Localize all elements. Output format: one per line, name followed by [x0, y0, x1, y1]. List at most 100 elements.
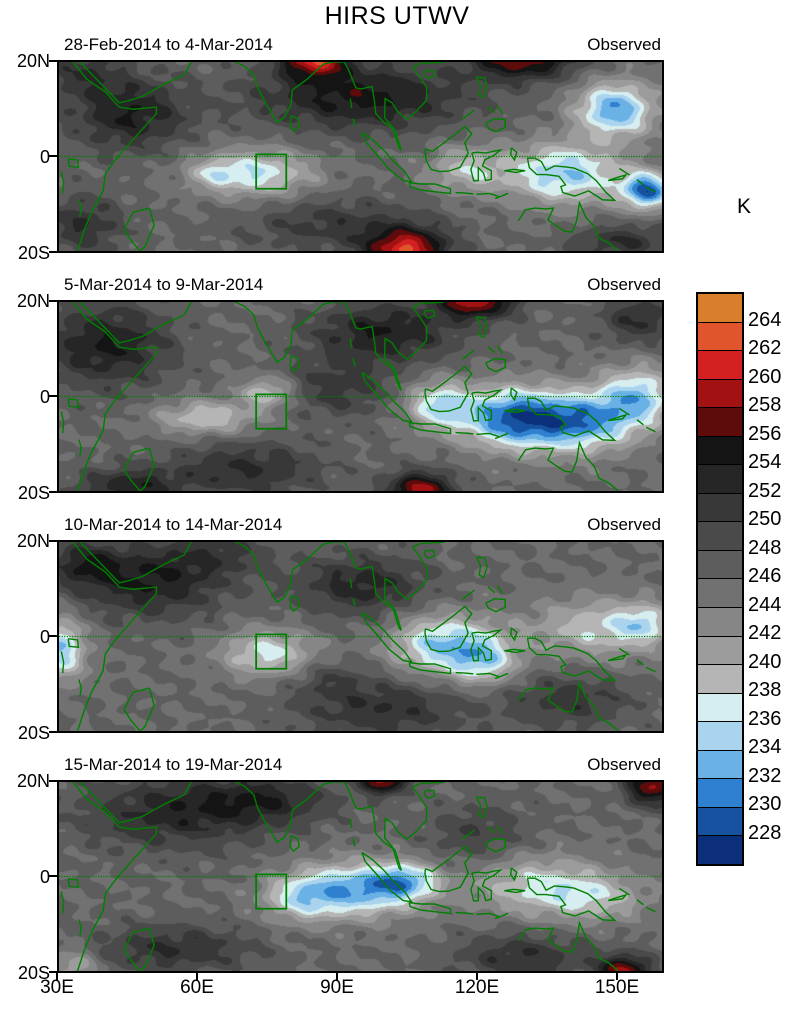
y-tick-mark: [49, 780, 57, 782]
coastline: [362, 132, 412, 181]
y-tick-mark: [49, 155, 57, 157]
coastline: [511, 388, 517, 400]
colorbar-segment: [698, 664, 742, 693]
coastline: [235, 782, 332, 842]
coastline: [79, 199, 81, 216]
study-region-box: [256, 154, 286, 188]
coastline: [80, 782, 191, 823]
colorbar-segment: [698, 806, 742, 836]
x-tick-mark: [196, 973, 198, 980]
colorbar-tick-label: 228: [748, 821, 782, 844]
x-tick-label-150e: 150E: [594, 977, 640, 998]
colorbar-tick-label: 264: [748, 308, 782, 331]
y-tick-mark: [49, 251, 57, 253]
colorbar-tick-label: 262: [748, 337, 782, 359]
coastline: [646, 907, 655, 911]
figure-title: HIRS UTWV: [324, 2, 470, 30]
coastline: [425, 126, 472, 171]
coastline: [504, 169, 525, 172]
coastline: [471, 390, 501, 421]
coastline: [619, 409, 629, 415]
coastline: [333, 782, 402, 870]
coastline: [333, 302, 402, 390]
coastline: [235, 542, 332, 602]
colorbar-tick-label: 246: [748, 565, 782, 587]
coastline: [290, 116, 299, 131]
panel-1-source-label: Observed: [587, 35, 661, 54]
coastline: [124, 928, 154, 971]
coastline: [476, 193, 498, 196]
panel-4-source-label: Observed: [587, 755, 661, 774]
colorbar-segment: [698, 492, 742, 522]
coastline: [73, 782, 156, 971]
x-tick-label-60e: 60E: [180, 977, 214, 998]
colorbar-tick-label: 260: [748, 365, 782, 388]
coastline: [79, 919, 81, 936]
coastline: [362, 372, 412, 421]
y-tick-label-20s: 20S: [17, 723, 50, 743]
y-tick-mark: [49, 395, 57, 397]
coastline: [497, 106, 502, 114]
x-tick-mark: [56, 973, 58, 980]
y-tick-mark: [49, 875, 57, 877]
coastline: [488, 587, 495, 593]
map-frame-1: [57, 60, 664, 253]
coastline: [488, 347, 495, 353]
panel-4-date-range: 15-Mar-2014 to 19-Mar-2014: [64, 755, 283, 774]
coastline: [608, 895, 626, 901]
coastline: [124, 208, 154, 251]
x-tick-label-90e: 90E: [320, 977, 354, 998]
panel-1-header: 28-Feb-2014 to 4-Mar-2014 Observed: [57, 35, 664, 57]
coastline: [495, 913, 508, 918]
panel-2-date-range: 5-Mar-2014 to 9-Mar-2014: [64, 275, 264, 294]
coastline: [476, 673, 498, 676]
coastline: [385, 542, 444, 630]
y-tick-mark: [49, 60, 57, 62]
coastline: [409, 903, 450, 914]
y-tick-label-20s: 20S: [17, 243, 50, 263]
coastline: [73, 302, 156, 491]
coastline: [80, 302, 191, 343]
coastline: [68, 399, 78, 408]
y-tick-label-0: 0: [39, 387, 50, 407]
colorbar-segment: [698, 521, 742, 550]
coastline: [424, 71, 435, 79]
colorbar-segment: [698, 464, 742, 493]
map-overlay-panel-1: [59, 62, 662, 251]
y-tick-mark: [49, 540, 57, 542]
x-tick-mark: [616, 973, 618, 980]
coastline: [290, 836, 299, 851]
colorbar-tick-labels: 264 262 260 258 256 254 252 250 248 246 244 242 240 2…: [748, 0, 794, 1013]
coastline: [608, 655, 626, 661]
coastline: [486, 599, 505, 612]
colorbar: [696, 292, 744, 866]
coastline: [637, 660, 643, 665]
colorbar-segment: [698, 549, 742, 579]
coastline: [463, 590, 475, 599]
coastline: [518, 923, 618, 971]
colorbar-segment: [698, 350, 742, 379]
coastline: [488, 827, 495, 833]
coastline: [353, 359, 355, 367]
colorbar-segment: [698, 835, 742, 864]
colorbar-segment: [698, 749, 742, 779]
y-tick-label-20n: 20N: [16, 291, 50, 311]
coastline: [646, 187, 655, 191]
colorbar-tick-label: 234: [748, 736, 782, 758]
coastline: [424, 791, 435, 799]
coastline: [425, 606, 472, 651]
y-tick-label-0: 0: [39, 867, 50, 887]
coastline: [511, 628, 517, 640]
coastline: [353, 599, 355, 607]
coastline: [235, 62, 332, 122]
y-tick-label-20n: 20N: [16, 51, 50, 71]
coastline: [637, 420, 643, 425]
colorbar-segment: [698, 607, 742, 636]
colorbar-units-label: K: [736, 195, 751, 218]
coastline: [456, 673, 474, 674]
coastline: [518, 203, 618, 251]
colorbar-segment: [698, 578, 742, 608]
coastline: [476, 797, 487, 817]
coastline: [350, 579, 351, 588]
colorbar-tick-label: 258: [748, 394, 782, 416]
